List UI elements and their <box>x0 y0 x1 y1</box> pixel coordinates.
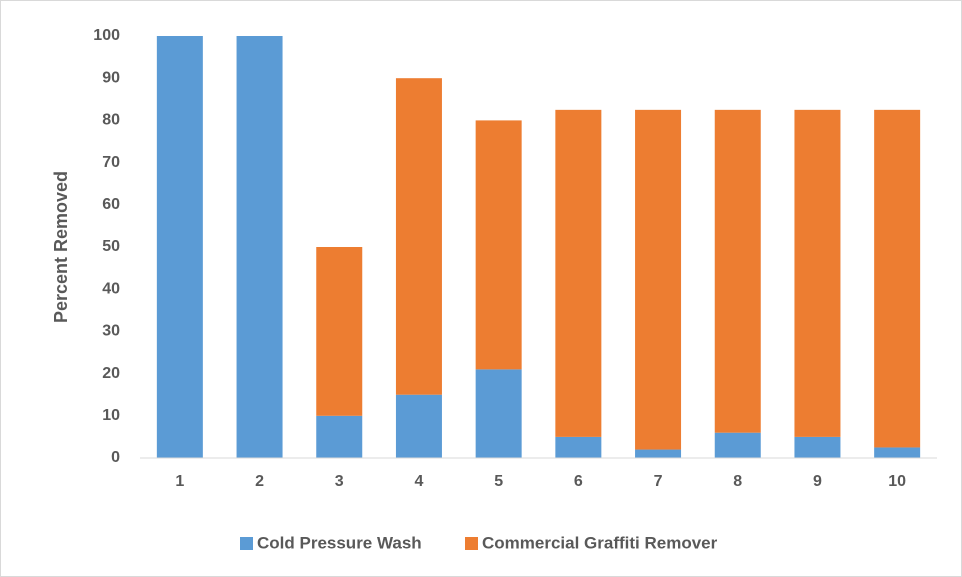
bar-segment <box>475 120 522 370</box>
x-tick-label: 1 <box>175 473 184 490</box>
x-tick-label: 3 <box>335 473 344 490</box>
y-tick-label: 70 <box>102 154 120 171</box>
y-axis-title: Percent Removed <box>51 171 71 323</box>
bar-segment <box>794 436 841 458</box>
bar-segment <box>714 109 761 433</box>
bar-segment <box>156 36 203 458</box>
bar-segment <box>236 36 283 458</box>
y-tick-label: 100 <box>93 27 120 44</box>
bar-segment <box>316 415 363 458</box>
x-tick-label: 8 <box>733 473 742 490</box>
y-tick-label: 90 <box>102 69 120 86</box>
x-tick-label: 5 <box>494 473 503 490</box>
legend-swatch <box>465 537 478 550</box>
bar-segment <box>395 78 442 395</box>
bar-segment <box>475 369 522 458</box>
y-tick-label: 10 <box>102 407 120 424</box>
legend-label: Commercial Graffiti Remover <box>482 533 718 552</box>
bar-segment <box>555 109 602 437</box>
x-tick-label: 7 <box>654 473 663 490</box>
x-tick-label: 4 <box>414 473 423 490</box>
bar-segment <box>555 436 602 458</box>
y-tick-label: 30 <box>102 323 120 340</box>
y-tick-label: 60 <box>102 196 120 213</box>
x-tick-label: 2 <box>255 473 264 490</box>
bar-segment <box>635 449 682 458</box>
bar-segment <box>794 109 841 437</box>
y-tick-label: 0 <box>111 449 120 466</box>
y-tick-label: 40 <box>102 280 120 297</box>
bar-segment <box>316 247 363 416</box>
bar-segment <box>874 447 921 458</box>
x-tick-label: 6 <box>574 473 583 490</box>
x-tick-label: 10 <box>888 473 906 490</box>
legend-swatch <box>240 537 253 550</box>
y-tick-label: 80 <box>102 112 120 129</box>
y-tick-label: 50 <box>102 238 120 255</box>
bar-segment <box>635 109 682 450</box>
bar-segment <box>714 432 761 458</box>
bar-segment <box>874 109 921 448</box>
y-tick-label: 20 <box>102 365 120 382</box>
x-tick-label: 9 <box>813 473 822 490</box>
bar-segment <box>395 394 442 458</box>
legend-label: Cold Pressure Wash <box>257 533 422 552</box>
